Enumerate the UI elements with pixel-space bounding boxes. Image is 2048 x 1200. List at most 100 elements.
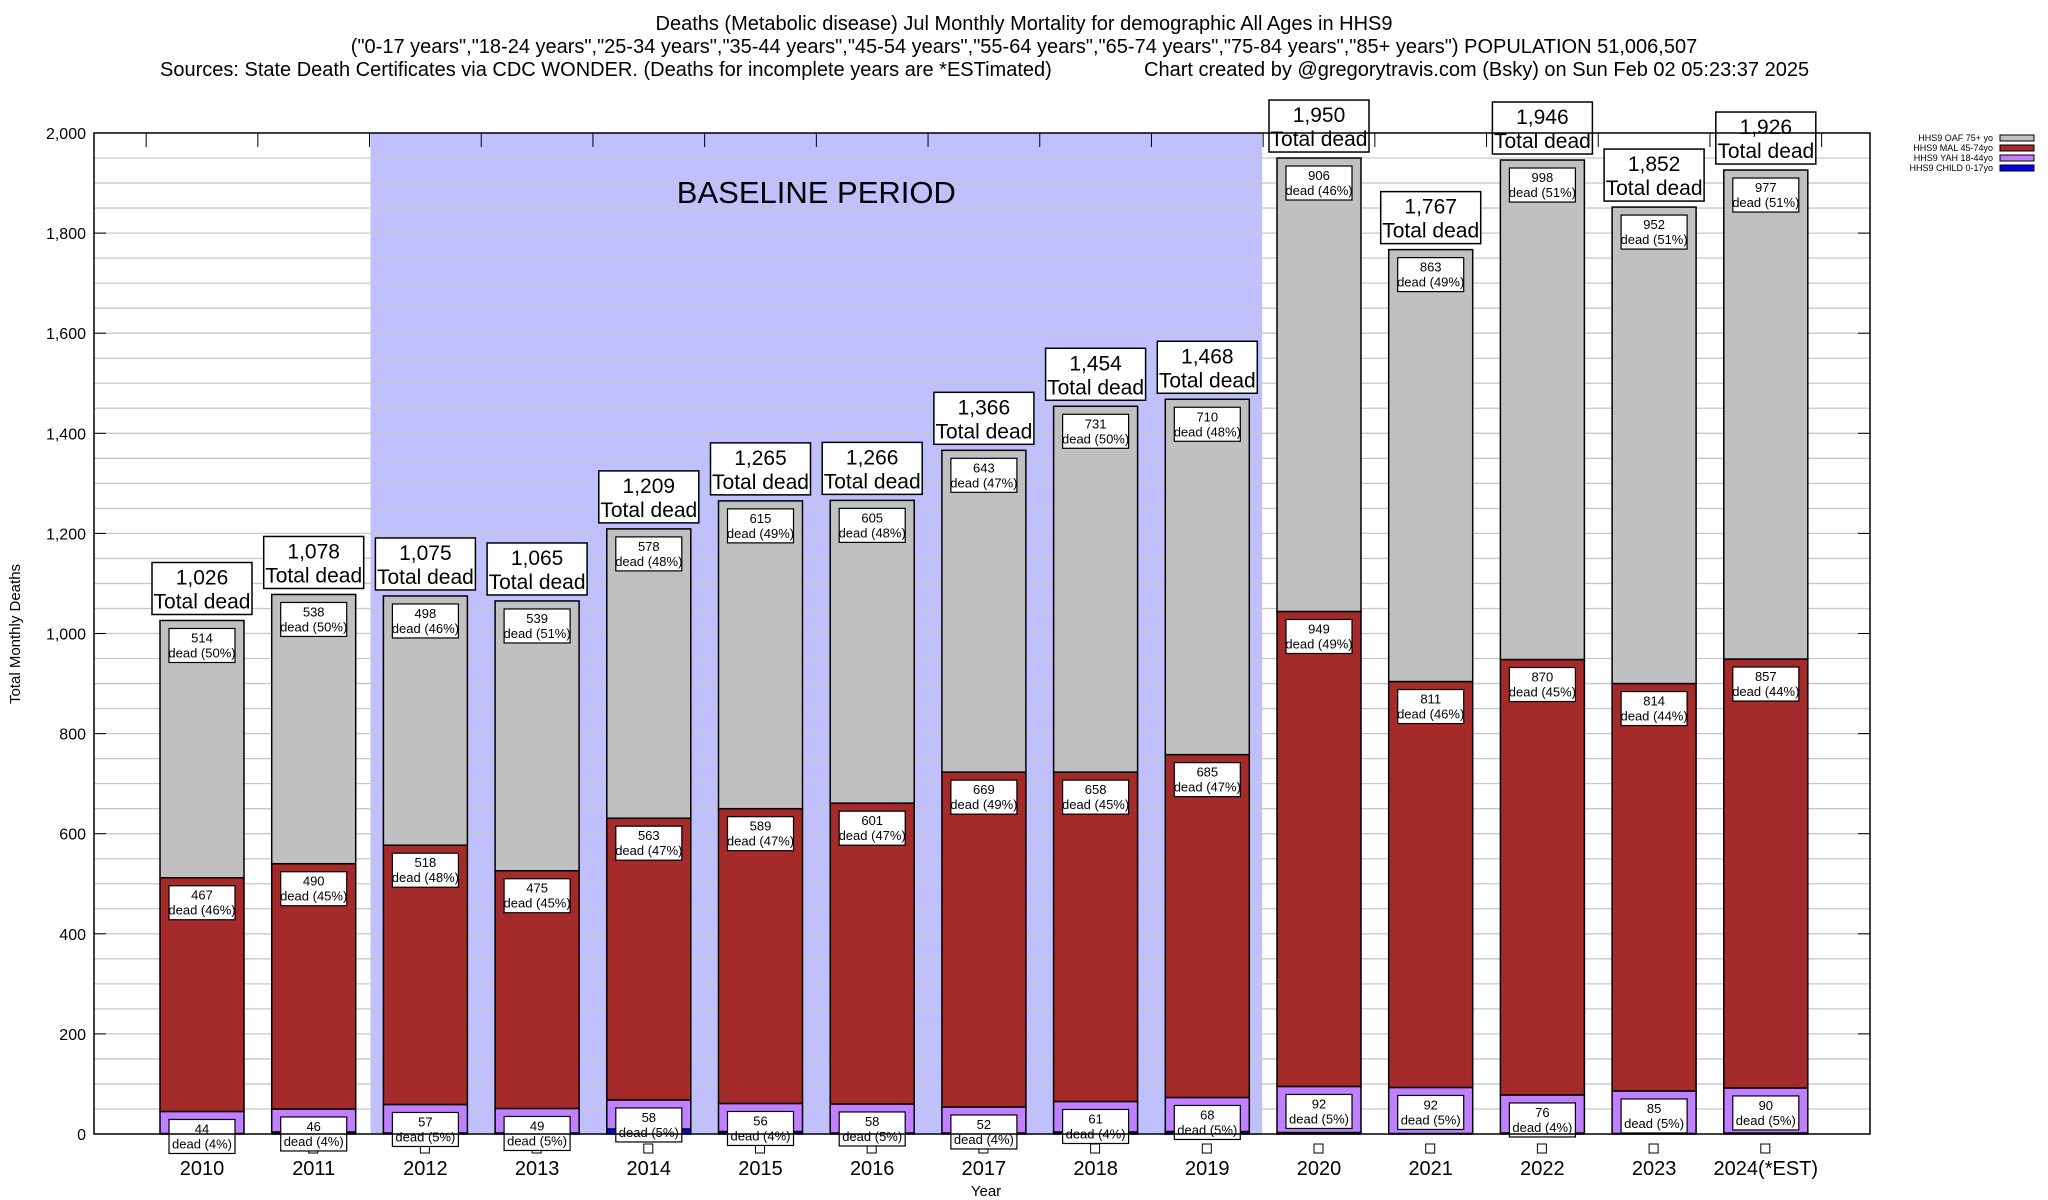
chart-sources: Sources: State Death Certificates via CD… [160,59,1052,81]
y-tick-label: 0 [77,1127,86,1144]
bar-segment-oaf [829,499,915,804]
segment-percent-label: dead (4%) [731,1128,791,1143]
segment-percent-label: dead (5%) [1289,1111,1349,1126]
bar-segment-oaf [159,619,245,879]
chart-title-line-1: Deaths (Metabolic disease) Jul Monthly M… [656,13,1393,35]
bar-segment-oaf [1611,206,1697,685]
y-tick-label: 1,200 [46,526,86,543]
segment-value-label: 998 [1532,170,1554,185]
segment-percent-label: dead (4%) [1512,1120,1572,1135]
segment-value-label: 863 [1420,260,1442,275]
total-label-box [1715,111,1817,165]
child-label-box [1090,1143,1101,1154]
bar-segment-oaf [941,449,1027,773]
segment-label-box [615,825,683,861]
segment-value-label: 710 [1196,409,1218,424]
segment-percent-label: dead (5%) [507,1133,567,1148]
x-tick-label: 2019 [1185,1158,1230,1180]
segment-value-label: 731 [1085,416,1107,431]
bar-segment-mal [1052,771,1139,1103]
segment-label-box [1397,688,1465,725]
segment-value-label: 58 [642,1110,656,1125]
x-tick-label: 2021 [1408,1158,1453,1180]
segment-percent-label: dead (47%) [839,828,906,843]
total-value-label: 1,078 [287,540,340,563]
total-label-box [1044,347,1147,402]
segment-value-label: 811 [1420,692,1441,707]
bar-segment-mal [1611,682,1697,1092]
segment-percent-label: dead (45%) [1062,797,1129,812]
total-value-label: 1,266 [846,446,899,469]
segment-percent-label: dead (48%) [615,554,682,569]
total-label-box [1379,190,1482,245]
segment-value-label: 952 [1643,217,1665,232]
segment-percent-label: dead (5%) [395,1129,455,1144]
total-label-box [486,542,588,596]
bar-segment-oaf [1723,169,1809,660]
total-suffix-label: Total dead [824,470,921,493]
segment-percent-label: dead (5%) [1624,1116,1684,1131]
segment-label-box [1508,1102,1577,1138]
y-tick-label: 400 [59,927,86,944]
segment-label-box [1061,413,1130,449]
segment-value-label: 643 [973,460,995,475]
segment-label-box [168,885,236,921]
segment-label-box [1285,165,1353,201]
segment-percent-label: dead (50%) [280,619,347,634]
segment-label-box [1620,1098,1688,1134]
segment-value-label: 85 [1647,1101,1661,1116]
segment-label-box [1173,762,1241,798]
segment-label-box [1732,1095,1800,1131]
x-tick-label: 2020 [1297,1158,1342,1180]
segment-value-label: 518 [415,855,437,870]
segment-label-box [838,1111,906,1147]
segment-value-label: 52 [977,1117,991,1132]
bar-segment-mal [1164,753,1251,1099]
total-value-label: 1,926 [1740,116,1793,139]
segment-label-box [1397,1094,1465,1131]
segment-value-label: 44 [195,1121,209,1136]
legend-label: HHS9 OAF 75+ yo [1918,133,1993,143]
segment-label-box [168,1118,236,1155]
total-suffix-label: Total dead [1159,369,1256,392]
total-value-label: 1,950 [1293,104,1346,127]
legend-label: HHS9 YAH 18-44yo [1914,153,1993,163]
total-label-box [374,537,477,591]
total-suffix-label: Total dead [1047,376,1144,399]
total-value-label: 1,767 [1404,196,1457,219]
total-suffix-label: Total dead [154,590,251,613]
plot-frame [93,132,1871,1135]
segment-percent-label: dead (44%) [1732,684,1799,699]
child-label-box [1536,1143,1547,1154]
segment-value-label: 578 [638,539,660,554]
y-tick-label: 800 [59,727,86,744]
segment-percent-label: dead (48%) [1174,424,1241,439]
segment-value-label: 857 [1755,669,1777,684]
total-label-box [1268,99,1370,153]
segment-percent-label: dead (50%) [1062,431,1129,446]
bar-segment-oaf [1387,248,1474,683]
total-label-box [151,561,253,616]
x-tick-label: 2017 [962,1158,1007,1180]
segment-value-label: 49 [530,1118,544,1133]
total-value-label: 1,366 [958,396,1011,419]
segment-percent-label: dead (5%) [1401,1112,1461,1127]
bar-segment-mal [941,771,1027,1108]
child-label-box [1648,1143,1659,1154]
segment-value-label: 58 [865,1114,879,1129]
bar-segment-oaf [1499,159,1586,661]
segment-label-box [950,457,1018,493]
segment-percent-label: dead (4%) [954,1132,1014,1147]
x-tick-label: 2012 [403,1158,448,1180]
segment-percent-label: dead (51%) [1732,195,1799,210]
segment-label-box [615,1107,683,1143]
y-tick-label: 1,800 [46,226,86,243]
total-value-label: 1,265 [734,447,787,470]
segment-percent-label: dead (5%) [842,1129,902,1144]
